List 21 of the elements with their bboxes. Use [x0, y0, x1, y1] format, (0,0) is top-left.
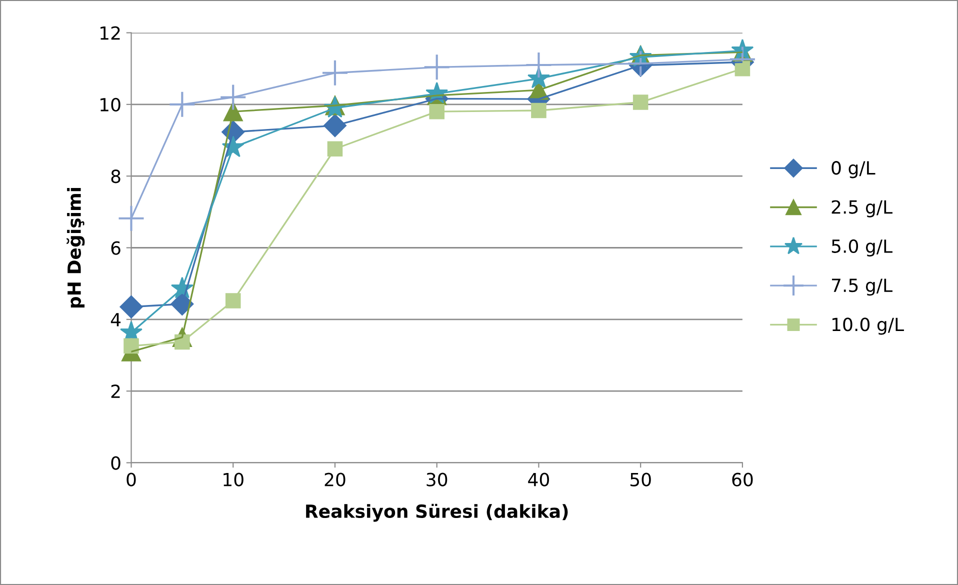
x-tick-label: 10: [224, 472, 244, 486]
y-tick-label: 4: [110, 313, 121, 326]
x-axis-title: Reaksiyon Süresi (dakika): [306, 504, 568, 522]
y-tick-label: 10: [100, 98, 120, 112]
legend-label: 7.5 g/L: [832, 278, 892, 296]
y-tick-label: 8: [111, 170, 120, 184]
y-axis-title: pH Değişimi: [66, 188, 85, 308]
x-tick-label: 50: [630, 472, 651, 486]
legend-label: 0 g/L: [832, 161, 876, 178]
y-tick-label: 0: [111, 456, 120, 470]
legend-label: 2.5 g/L: [832, 200, 892, 218]
y-tick-label: 12: [100, 26, 120, 40]
y-tick-label: 2: [111, 384, 120, 398]
x-tick-label: 0: [126, 472, 136, 486]
x-tick-label: 40: [528, 472, 550, 486]
y-tick-label: 6: [111, 241, 120, 255]
x-tick-label: 20: [324, 472, 346, 486]
x-tick-label: 60: [732, 472, 753, 486]
legend-label: 5.0 g/L: [832, 239, 892, 256]
legend-label: 10.0 g/L: [832, 318, 904, 335]
x-tick-label: 30: [426, 472, 448, 486]
